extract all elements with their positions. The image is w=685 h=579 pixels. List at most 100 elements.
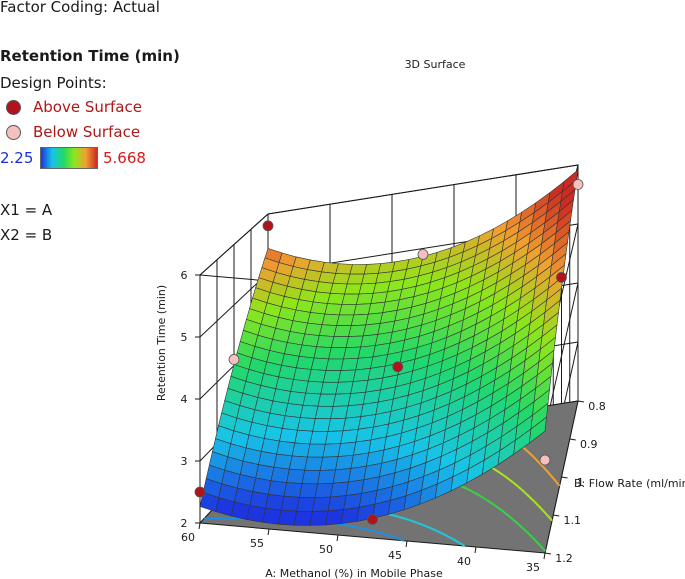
below-surface-marker [6, 124, 21, 140]
design-point-above [194, 486, 206, 498]
surface-cell [324, 303, 343, 316]
z-tick-label: 4 [181, 393, 188, 406]
surface-cell [333, 325, 352, 337]
y-tick-label: 1.2 [555, 552, 573, 565]
surface-cell [328, 347, 347, 360]
y-axis-label: B: Flow Rate (ml/min) [574, 477, 685, 490]
y-tick-label: 0.8 [588, 400, 606, 413]
design-point-above [556, 271, 567, 283]
surface-cell [293, 367, 312, 382]
surface-cell [295, 355, 315, 370]
x-tick-label: 60 [181, 531, 195, 544]
z-tick-label: 5 [181, 331, 188, 344]
design-point-below [539, 454, 551, 466]
factor-coding-label: Factor Coding: Actual [0, 0, 160, 16]
surface-cell [332, 468, 352, 484]
surface-cell [309, 510, 329, 526]
surface-cell [341, 293, 360, 305]
surface-cell [318, 324, 337, 337]
surface-cell [279, 428, 298, 444]
surface-cell [270, 466, 290, 483]
surface-cell [305, 380, 324, 395]
surface-cell [312, 496, 331, 512]
y-tick [553, 514, 560, 517]
y-tick [544, 552, 552, 555]
surface-cell [246, 505, 266, 523]
colorbar-gradient [40, 147, 98, 169]
surface-cell [297, 417, 316, 432]
surface-cell [287, 391, 307, 406]
z-tick-label: 6 [181, 269, 188, 282]
surface-cell [346, 273, 365, 285]
design-point-above [367, 514, 378, 525]
surface-cell [262, 507, 282, 525]
surface-cell [325, 358, 344, 371]
legend-panel: Factor Coding: Actual Retention Time (mi… [0, 0, 185, 260]
x-tick [405, 540, 408, 548]
surface-cell [290, 379, 309, 394]
y-tick [561, 476, 568, 479]
surface-cell [294, 429, 314, 445]
design-point-below [572, 179, 584, 190]
chart-title: 3D Surface [405, 58, 466, 71]
surface-cell [291, 442, 311, 458]
surface-cell [319, 456, 339, 471]
surface-cell [335, 454, 354, 471]
surface-cell [322, 443, 341, 458]
response-title: Retention Time (min) [0, 47, 180, 65]
surface-cell [307, 312, 326, 326]
surface-cell [330, 481, 349, 498]
surface-cell [330, 336, 349, 349]
surface-cell [322, 370, 342, 383]
surface-cell [327, 417, 346, 432]
x-tick [267, 528, 270, 536]
surface-cell [293, 510, 313, 526]
x2-mapping: X2 = B [0, 226, 53, 244]
surface-cell [317, 393, 336, 407]
below-surface-legend: Below Surface [6, 122, 140, 142]
y-tick-label: 0.9 [580, 438, 598, 451]
surface-cell [316, 335, 335, 348]
surface-cell [338, 304, 357, 316]
y-tick [577, 400, 585, 403]
surface-cell [296, 496, 316, 512]
response-surface [199, 169, 579, 526]
z-tick-label: 3 [181, 455, 188, 468]
surface-cell [324, 430, 344, 445]
z-tick-label: 2 [181, 517, 188, 530]
above-surface-marker [6, 99, 21, 115]
surface-cell [299, 483, 318, 498]
y-tick-label: 1 [577, 476, 584, 489]
surface-cell [273, 453, 293, 470]
x-tick-label: 50 [319, 543, 333, 556]
surface-cell [310, 357, 329, 371]
x-tick-label: 35 [526, 561, 540, 574]
surface-cell [301, 469, 321, 485]
surface-cell [344, 283, 362, 295]
surface-cell [278, 509, 298, 526]
surface-cell [315, 281, 334, 294]
surface-cell [308, 369, 327, 383]
x-tick [198, 522, 201, 530]
surface-cell [325, 509, 344, 526]
surface-cell [265, 493, 285, 511]
z-axis-label: Retention Time (min) [155, 285, 168, 401]
above-surface-label: Above Surface [33, 98, 142, 116]
surface-cell [298, 344, 317, 359]
x-tick [336, 534, 339, 542]
surface-cell [302, 392, 322, 407]
below-surface-label: Below Surface [33, 123, 141, 141]
surface-cell [309, 430, 329, 445]
surface-cell [317, 469, 336, 485]
x-tick [474, 546, 477, 554]
design-point-below [228, 354, 240, 365]
surface-cell [327, 495, 347, 512]
surface-cell [335, 263, 353, 275]
surface-cell [267, 480, 287, 497]
above-surface-legend: Above Surface [6, 97, 142, 117]
design-point-below [417, 248, 429, 260]
design-point-above [262, 220, 274, 232]
surface-cell [320, 381, 339, 395]
x1-mapping: X1 = A [0, 201, 53, 219]
surface-cell [330, 405, 349, 420]
